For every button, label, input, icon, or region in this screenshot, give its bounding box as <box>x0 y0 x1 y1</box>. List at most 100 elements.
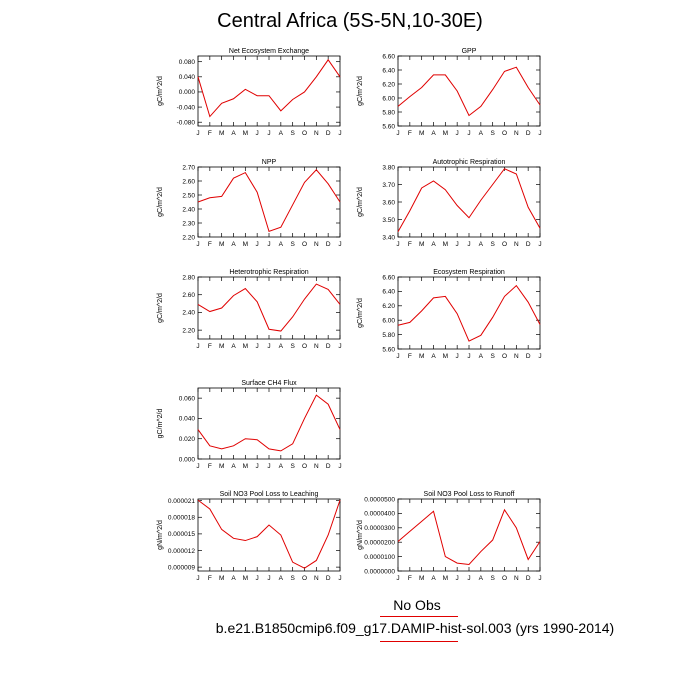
x-tick-label: J <box>256 575 259 582</box>
x-tick-label: N <box>314 463 319 470</box>
x-tick-label: M <box>243 575 248 582</box>
x-tick-label: A <box>479 575 484 582</box>
y-tick-label: 2.70 <box>182 164 195 171</box>
legend-sim-label: b.e21.B1850cmip6.f09_g17.DAMIP-hist-sol.… <box>215 620 615 636</box>
x-tick-label: J <box>456 241 459 248</box>
y-tick-label: 3.50 <box>382 217 395 224</box>
y-axis-label: gC/m^2/d <box>157 293 164 323</box>
y-tick-label: 2.50 <box>182 192 195 199</box>
x-tick-label: A <box>279 241 284 248</box>
y-axis-label: gC/m^2/d <box>157 409 164 439</box>
y-tick-label: 2.60 <box>182 292 195 299</box>
y-tick-label: 6.60 <box>382 53 395 60</box>
x-tick-label: M <box>419 130 424 137</box>
x-tick-label: O <box>502 575 507 582</box>
plot-frame <box>197 55 341 127</box>
x-tick-label: J <box>338 241 341 248</box>
x-tick-label: J <box>256 343 259 350</box>
x-tick-label: J <box>267 130 270 137</box>
y-tick-label: 0.020 <box>179 436 196 443</box>
y-tick-label: 2.40 <box>182 206 195 213</box>
y-tick-label: 0.000021 <box>168 498 195 505</box>
y-tick-label: 6.60 <box>382 274 395 281</box>
y-axis-label: gN/m^2/d <box>357 520 364 550</box>
y-axis-label: gC/m^2/d <box>157 76 164 106</box>
x-tick-label: J <box>338 463 341 470</box>
x-tick-label: A <box>431 241 436 248</box>
y-axis-label: gC/m^2/d <box>357 187 364 217</box>
y-axis-label: gN/m^2/d <box>157 520 164 550</box>
x-tick-label: A <box>231 130 236 137</box>
panel-title: Soil NO3 Pool Loss to Runoff <box>424 491 515 498</box>
chart-panel-6: Ecosystem Respiration gC/m^2/d 5.60 5.80 6.0… <box>357 269 542 360</box>
y-tick-label: 0.060 <box>179 395 196 402</box>
x-tick-label: N <box>514 130 519 137</box>
x-tick-label: A <box>431 575 436 582</box>
x-tick-label: J <box>338 130 341 137</box>
x-tick-label: D <box>326 343 331 350</box>
series-line <box>397 66 541 117</box>
x-tick-label: S <box>290 575 295 582</box>
y-tick-label: 2.80 <box>182 274 195 281</box>
x-tick-label: A <box>231 241 236 248</box>
x-tick-label: F <box>208 463 212 470</box>
x-tick-label: D <box>526 575 531 582</box>
series-line <box>397 284 541 342</box>
x-tick-label: A <box>479 241 484 248</box>
x-tick-label: F <box>208 130 212 137</box>
x-tick-label: M <box>243 343 248 350</box>
series-line <box>197 169 341 233</box>
x-tick-label: O <box>302 463 307 470</box>
series-line <box>397 508 541 566</box>
plot-frame <box>197 166 341 238</box>
x-tick-label: J <box>267 343 270 350</box>
x-tick-label: N <box>314 575 319 582</box>
x-tick-label: O <box>502 130 507 137</box>
plot-frame <box>197 498 341 572</box>
x-tick-label: O <box>302 343 307 350</box>
x-tick-label: F <box>408 575 412 582</box>
legend-line-top <box>380 616 458 617</box>
x-tick-label: D <box>526 130 531 137</box>
x-tick-label: M <box>219 130 224 137</box>
y-axis-label: gC/m^2/d <box>157 187 164 217</box>
x-tick-label: O <box>302 241 307 248</box>
x-tick-label: N <box>514 353 519 360</box>
x-tick-label: J <box>538 130 541 137</box>
panel-title: NPP <box>262 159 277 166</box>
x-tick-label: A <box>231 343 236 350</box>
x-tick-label: J <box>456 353 459 360</box>
x-tick-label: A <box>479 130 484 137</box>
x-tick-label: J <box>538 575 541 582</box>
x-tick-label: J <box>338 575 341 582</box>
y-tick-label: 6.20 <box>382 303 395 310</box>
x-tick-label: M <box>219 241 224 248</box>
panel-title: Ecosystem Respiration <box>433 269 505 276</box>
x-tick-label: J <box>396 241 399 248</box>
y-tick-label: 0.0000500 <box>364 496 395 503</box>
x-tick-label: D <box>326 575 331 582</box>
y-tick-label: 6.00 <box>382 318 395 325</box>
plot-frame <box>397 166 541 238</box>
x-tick-label: O <box>502 353 507 360</box>
y-tick-label: 3.60 <box>382 199 395 206</box>
series-line <box>197 58 341 118</box>
x-tick-label: J <box>396 130 399 137</box>
x-tick-label: J <box>538 241 541 248</box>
y-tick-label: 5.80 <box>382 332 395 339</box>
y-tick-label: 3.80 <box>382 164 395 171</box>
panel-title: GPP <box>462 48 477 55</box>
y-axis-label: gC/m^2/d <box>357 76 364 106</box>
y-tick-label: 6.00 <box>382 95 395 102</box>
x-tick-label: J <box>456 575 459 582</box>
x-tick-label: J <box>256 463 259 470</box>
y-tick-label: -0.080 <box>177 120 196 127</box>
x-tick-label: O <box>302 575 307 582</box>
x-tick-label: M <box>419 353 424 360</box>
x-tick-label: A <box>279 463 284 470</box>
x-tick-label: D <box>326 241 331 248</box>
panel-title: Heterotrophic Respiration <box>229 269 308 276</box>
series-line <box>197 394 341 452</box>
x-tick-label: M <box>219 463 224 470</box>
